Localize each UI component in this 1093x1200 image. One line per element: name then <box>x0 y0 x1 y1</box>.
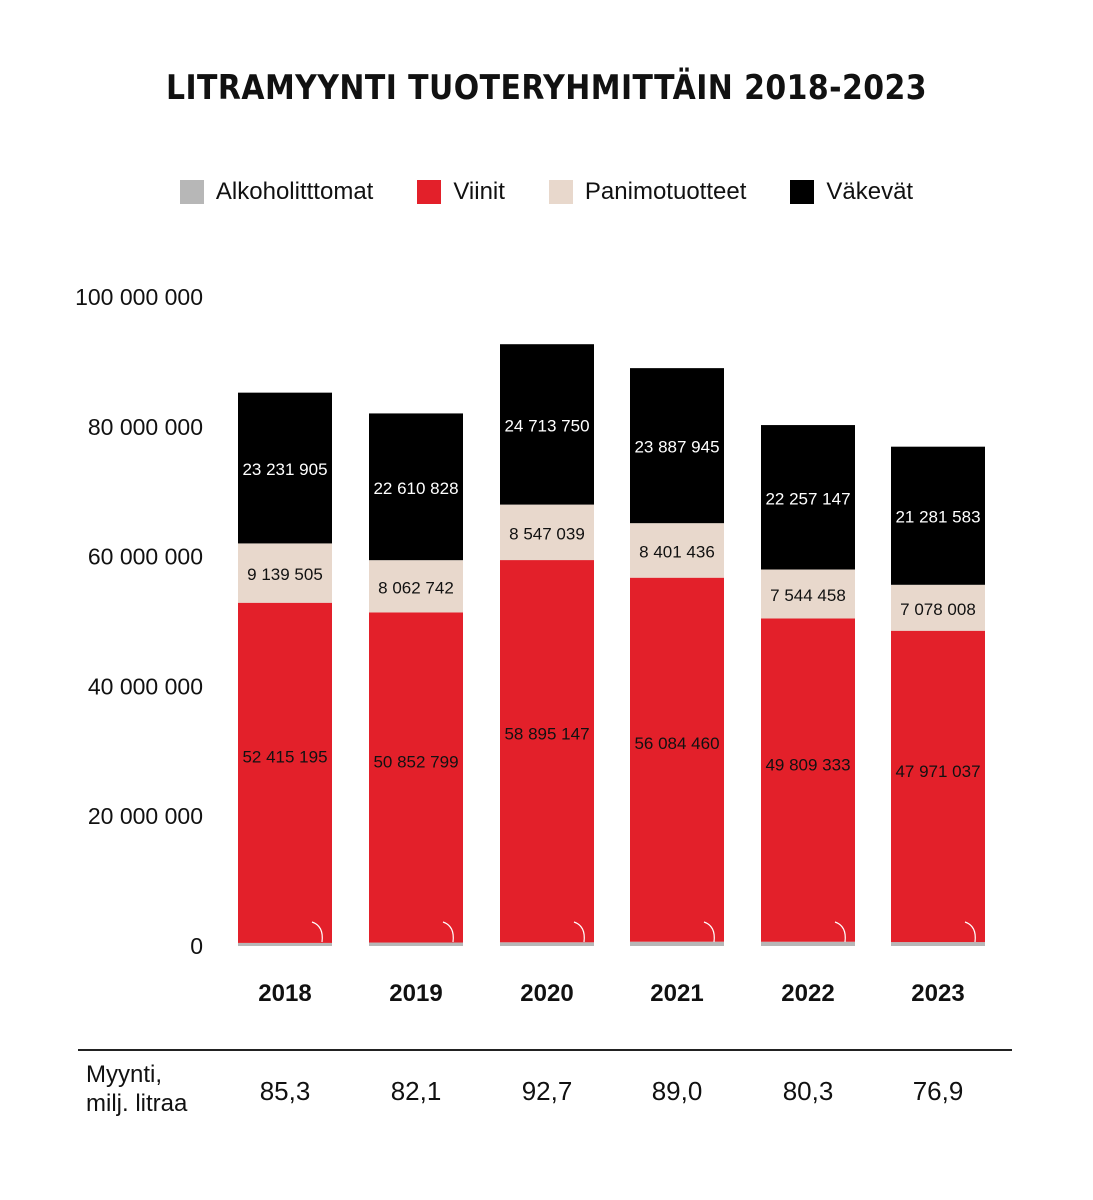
data-label-panimotuotteet-2019: 8 062 742 <box>378 578 454 597</box>
legend-label-viinit: Viinit <box>453 178 505 205</box>
bar-segment-vakevat-2021 <box>630 368 724 524</box>
legend-swatch-panimotuotteet <box>548 180 573 204</box>
bar-segment-panimotuotteet-2018 <box>238 543 332 603</box>
leader-line-2022 <box>834 921 846 943</box>
bar-segment-vakevat-2023 <box>891 446 985 585</box>
bar-segment-vakevat-2022 <box>761 425 855 570</box>
data-label-viinit-2022: 49 809 333 <box>765 755 850 774</box>
footer-label-line1: Myynti, <box>86 1061 163 1088</box>
bar-segment-vakevat-2018 <box>238 392 332 544</box>
legend-swatch-viinit <box>417 180 442 204</box>
data-label-panimotuotteet-2021: 8 401 436 <box>639 542 715 561</box>
footer-value-2019: 82,1 <box>390 1076 442 1106</box>
y-tick-label: 100 000 000 <box>75 284 203 310</box>
bar-segment-alkoholittomat-2021 <box>630 941 724 946</box>
data-label-panimotuotteet-2022: 7 544 458 <box>770 586 846 605</box>
leader-line-2021 <box>703 921 715 943</box>
data-label-vakevat-2022: 22 257 147 <box>765 489 850 508</box>
y-tick-label: 40 000 000 <box>88 673 203 699</box>
y-tick-label: 20 000 000 <box>88 803 203 829</box>
x-category-label: 2021 <box>650 980 703 1007</box>
bar-segment-panimotuotteet-2022 <box>761 569 855 619</box>
footer-value-2023: 76,9 <box>912 1076 964 1106</box>
data-label-vakevat-2018: 23 231 905 <box>242 460 327 479</box>
legend-item-alkoholittomat: Alkoholitttomat <box>179 178 374 206</box>
legend-swatch-vakevat <box>790 180 815 204</box>
data-label-vakevat-2023: 21 281 583 <box>895 508 980 527</box>
leader-line-2023 <box>964 921 976 943</box>
bar-segment-alkoholittomat-2018 <box>238 942 332 946</box>
footer-value-2020: 92,7 <box>521 1076 573 1106</box>
bar-segment-panimotuotteet-2021 <box>630 523 724 578</box>
bar-segment-viinit-2019 <box>369 612 463 943</box>
bar-segment-viinit-2021 <box>630 577 724 942</box>
data-label-vakevat-2021: 23 887 945 <box>634 438 719 457</box>
data-label-viinit-2021: 56 084 460 <box>634 734 719 753</box>
bar-segment-vakevat-2019 <box>369 413 463 561</box>
bar-segment-panimotuotteet-2023 <box>891 584 985 631</box>
x-category-label: 2019 <box>389 980 442 1007</box>
x-category-label: 2023 <box>911 980 964 1007</box>
data-label-viinit-2018: 52 415 195 <box>242 748 327 767</box>
x-category-label: 2018 <box>258 980 311 1007</box>
bar-segment-alkoholittomat-2022 <box>761 941 855 946</box>
footer-label: Myynti, milj. litraa <box>86 1060 187 1118</box>
chart-title: LITRAMYYNTI TUOTERYHMITTÄIN 2018-2023 <box>165 68 928 108</box>
leader-line-2020 <box>573 921 585 943</box>
footer-value-2021: 89,0 <box>651 1076 703 1106</box>
legend-swatch-alkoholittomat <box>179 180 204 204</box>
bar-segment-panimotuotteet-2019 <box>369 560 463 613</box>
bar-segment-alkoholittomat-2019 <box>369 942 463 946</box>
bar-segment-alkoholittomat-2020 <box>500 942 594 946</box>
legend-item-vakevat: Väkevät <box>790 178 913 206</box>
legend-label-vakevat: Väkevät <box>826 178 914 205</box>
bar-segment-alkoholittomat-2023 <box>891 942 985 946</box>
footer-divider <box>78 1049 1012 1051</box>
y-tick-label: 0 <box>190 933 203 959</box>
data-label-vakevat-2019: 22 610 828 <box>373 479 458 498</box>
data-label-viinit-2020: 58 895 147 <box>504 725 589 744</box>
legend-item-viinit: Viinit <box>417 178 505 206</box>
legend-label-panimotuotteet: Panimotuotteet <box>584 178 747 205</box>
bar-segment-viinit-2023 <box>891 630 985 943</box>
footer-value-2018: 85,3 <box>259 1076 311 1106</box>
y-tick-label: 60 000 000 <box>88 544 203 570</box>
legend: Alkoholitttomat Viinit Panimotuotteet Vä… <box>0 178 1093 206</box>
stacked-bar-chart: 0 20 000 000 40 000 000 60 000 000 80 000 00… <box>75 284 985 1007</box>
footer-value-2022: 80,3 <box>782 1076 834 1106</box>
legend-item-panimotuotteet: Panimotuotteet <box>548 178 747 206</box>
bar-segment-vakevat-2020 <box>500 344 594 505</box>
data-label-panimotuotteet-2023: 7 078 008 <box>900 600 976 619</box>
bar-segment-viinit-2020 <box>500 560 594 943</box>
data-label-panimotuotteet-2020: 8 547 039 <box>509 524 585 543</box>
bar-segment-viinit-2018 <box>238 602 332 943</box>
bar-segment-viinit-2022 <box>761 618 855 942</box>
legend-label-alkoholittomat: Alkoholitttomat <box>215 178 374 205</box>
data-label-vakevat-2020: 24 713 750 <box>504 416 589 435</box>
y-tick-label: 80 000 000 <box>88 414 203 440</box>
data-label-viinit-2023: 47 971 037 <box>895 762 980 781</box>
data-label-panimotuotteet-2018: 9 139 505 <box>247 565 323 584</box>
x-category-label: 2020 <box>520 980 573 1007</box>
data-label-viinit-2019: 50 852 799 <box>373 753 458 772</box>
x-category-label: 2022 <box>781 980 834 1007</box>
leader-line-2018 <box>311 921 323 943</box>
footer-label-line2: milj. litraa <box>86 1090 188 1117</box>
leader-line-2019 <box>442 921 454 943</box>
bar-segment-panimotuotteet-2020 <box>500 504 594 561</box>
